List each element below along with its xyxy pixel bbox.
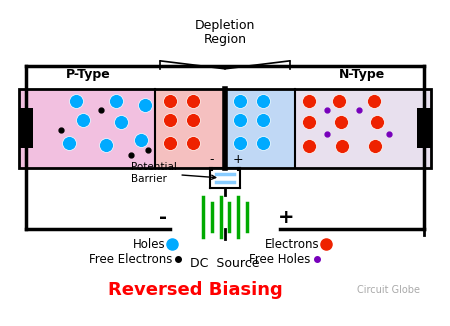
Bar bbox=[225, 89, 295, 168]
Text: Region: Region bbox=[203, 33, 247, 46]
Text: P-Type: P-Type bbox=[66, 68, 110, 81]
Bar bbox=[19, 109, 33, 148]
Text: N-Type: N-Type bbox=[339, 68, 385, 81]
Bar bbox=[155, 89, 225, 168]
Text: Electrons: Electrons bbox=[265, 238, 319, 251]
Text: Holes: Holes bbox=[133, 238, 165, 251]
Text: Potential
Barrier: Potential Barrier bbox=[130, 162, 216, 184]
Bar bbox=[417, 109, 431, 148]
Text: Depletion: Depletion bbox=[195, 19, 255, 32]
Text: Reversed Biasing: Reversed Biasing bbox=[108, 281, 283, 299]
Bar bbox=[19, 89, 155, 168]
Text: +: + bbox=[233, 153, 243, 166]
Bar bbox=[19, 89, 431, 168]
Bar bbox=[295, 89, 431, 168]
Text: Circuit Globe: Circuit Globe bbox=[357, 285, 420, 295]
Text: Free Holes: Free Holes bbox=[249, 253, 310, 266]
Text: -: - bbox=[159, 208, 167, 227]
Text: -: - bbox=[210, 153, 214, 166]
Text: DC  Source: DC Source bbox=[190, 257, 260, 270]
Text: Free Electrons: Free Electrons bbox=[89, 253, 172, 266]
Text: +: + bbox=[279, 208, 295, 227]
